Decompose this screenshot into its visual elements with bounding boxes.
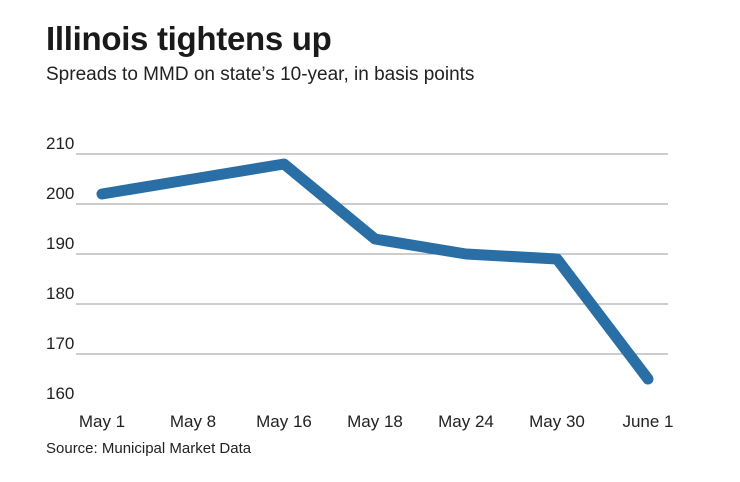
y-axis-ticks: 210 200 190 180 170 160 [46,134,74,403]
x-axis-ticks: May 1 May 8 May 16 May 18 May 24 May 30 June 1 [79,412,674,431]
y-tick-label: 160 [46,384,74,403]
x-tick-label: May 30 [529,412,585,431]
x-tick-label: May 16 [256,412,312,431]
series-layer [96,158,654,385]
x-tick-label: May 24 [438,412,494,431]
chart-subtitle: Spreads to MMD on state’s 10-year, in ba… [46,64,475,85]
y-tick-label: 210 [46,134,74,153]
y-tick-label: 200 [46,184,74,203]
y-tick-label: 170 [46,334,74,353]
chart-title: Illinois tightens up [46,20,332,57]
y-tick-label: 180 [46,284,74,303]
gridlines [76,153,668,355]
y-tick-label: 190 [46,234,74,253]
x-tick-label: May 8 [170,412,216,431]
x-tick-label: May 18 [347,412,403,431]
source-note: Source: Municipal Market Data [46,440,252,457]
x-tick-label: June 1 [622,412,673,431]
series-line-0 [96,158,654,385]
x-tick-label: May 1 [79,412,125,431]
